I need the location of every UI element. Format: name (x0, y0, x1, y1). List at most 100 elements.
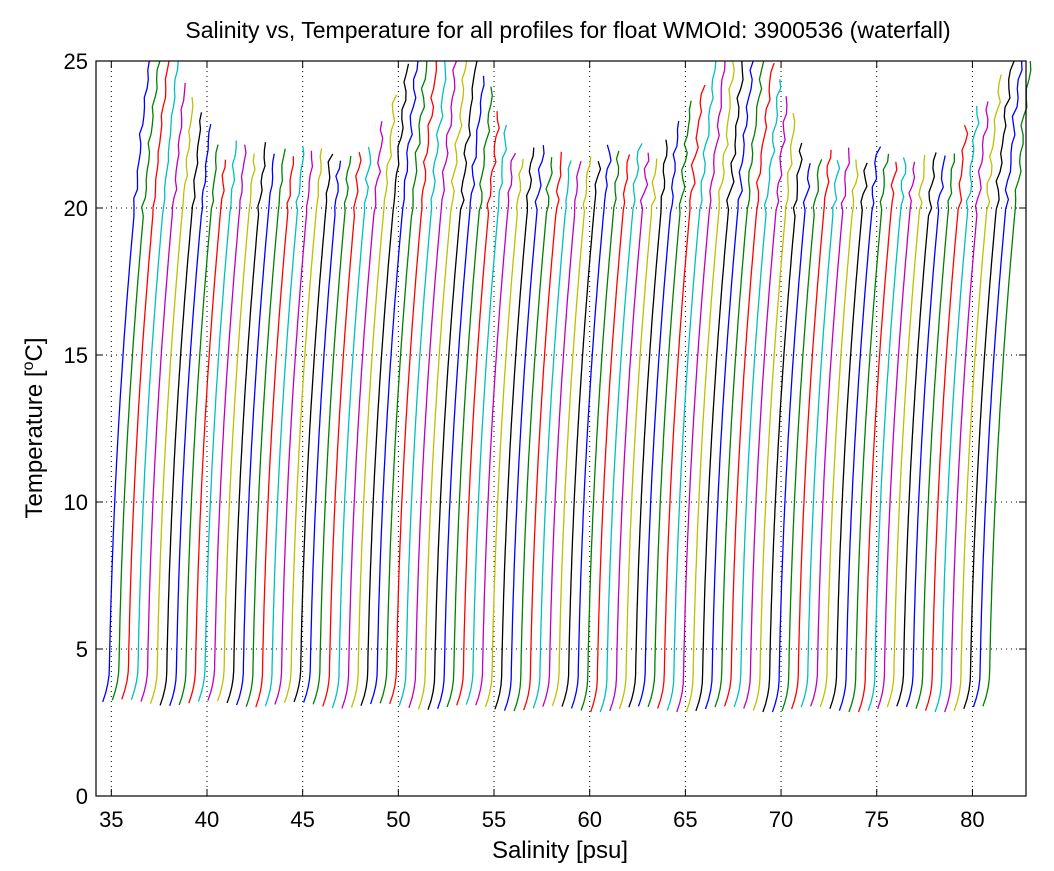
y-axis-title-main: Temperature [ (21, 370, 48, 518)
profile-line (178, 144, 219, 706)
profile-line (714, 60, 765, 708)
profile-line (972, 60, 1023, 708)
x-tick-label: 65 (673, 807, 697, 832)
profile-line (819, 159, 859, 708)
profile-line (216, 153, 256, 702)
x-tick-label: 50 (386, 807, 410, 832)
profile-line (121, 60, 170, 700)
chart-title: Salinity vs, Temperature for all profile… (185, 17, 950, 43)
profile-line (494, 147, 535, 710)
profile-line (637, 120, 680, 707)
profile-line (810, 147, 850, 707)
profile-line (743, 96, 788, 709)
profile-line (503, 145, 545, 711)
y-axis-title-superscript: o (20, 361, 37, 370)
x-tick-label: 55 (482, 807, 506, 832)
profile-line (523, 151, 562, 711)
profile-line (829, 162, 868, 709)
profile-line (676, 60, 726, 713)
profile-line (159, 112, 203, 706)
profile-line (436, 75, 485, 710)
profile-line (102, 60, 150, 703)
x-tick-label: 40 (195, 807, 219, 832)
profile-line (695, 60, 744, 712)
profile-line (312, 156, 352, 705)
profile-line (322, 152, 362, 707)
profile-line (188, 159, 227, 704)
profile-line (666, 60, 717, 711)
profile-line (857, 161, 898, 713)
profile-line (293, 153, 334, 703)
profile-line (475, 152, 517, 706)
profile-line (542, 161, 582, 707)
y-tick-label: 10 (64, 490, 88, 515)
profile-line (427, 60, 478, 711)
y-tick-label: 0 (76, 784, 88, 809)
profile-line (532, 160, 572, 709)
profile-line (704, 60, 754, 710)
profile-line (590, 154, 631, 713)
x-tick-label: 75 (864, 807, 888, 832)
x-tick-label: 60 (577, 807, 601, 832)
profile-line (331, 146, 372, 709)
profile-line (790, 149, 832, 710)
axis-ticks: 35 40 45 50 55 60 65 70 75 80 0 5 10 15 20 25 (64, 49, 1026, 832)
profile-line (360, 63, 410, 706)
profile-line (580, 150, 620, 711)
series-group (102, 60, 1032, 713)
profile-line (877, 161, 916, 710)
profile-line (264, 145, 305, 707)
profile-line (398, 60, 447, 706)
profile-line (733, 79, 782, 708)
profile-line (905, 155, 946, 708)
profile-line (944, 101, 989, 713)
profile-line (140, 82, 186, 702)
profile-line (982, 60, 1032, 707)
y-tick-label: 15 (64, 343, 88, 368)
profile-line (781, 159, 823, 712)
profile-line (456, 111, 500, 706)
profile-line (656, 84, 706, 709)
profile-line (408, 60, 458, 709)
profile-line (618, 158, 658, 710)
profile-line (867, 157, 907, 712)
profile-line (169, 123, 212, 707)
profile-line (599, 143, 643, 713)
profile-line (207, 144, 247, 701)
profile-line (149, 97, 194, 704)
profile-line (389, 60, 438, 705)
y-axis-title-unit: C] (21, 338, 48, 362)
profile-line (934, 105, 980, 713)
profile-line (848, 153, 890, 713)
plot-frame (95, 60, 1027, 797)
x-tick-label: 35 (99, 807, 123, 832)
profile-line (570, 144, 612, 709)
profile-line (685, 60, 735, 713)
profile-line (255, 156, 295, 708)
profile-line (953, 74, 1002, 712)
profile-line (752, 113, 796, 711)
x-axis-title: Salinity [psu] (492, 837, 628, 864)
profile-line (561, 161, 602, 707)
profile-line (302, 160, 342, 703)
profile-line (350, 94, 398, 708)
profile-line (226, 142, 267, 704)
x-tick-label: 80 (960, 807, 984, 832)
y-axis-title: Temperature [oC] (20, 338, 48, 519)
profile-line (197, 140, 237, 702)
profile-line (130, 60, 179, 701)
y-tick-label: 25 (64, 49, 88, 74)
y-tick-label: 20 (64, 196, 88, 221)
profile-line (647, 100, 692, 708)
profile-line (465, 124, 508, 705)
y-tick-label: 5 (76, 637, 88, 662)
profile-line (762, 142, 803, 713)
profile-line (628, 139, 668, 708)
profile-line (274, 150, 314, 705)
profile-line (924, 124, 969, 711)
profile-line (446, 86, 493, 708)
profile-line (379, 60, 428, 704)
profile-line (886, 154, 926, 708)
profile-line (800, 160, 841, 708)
